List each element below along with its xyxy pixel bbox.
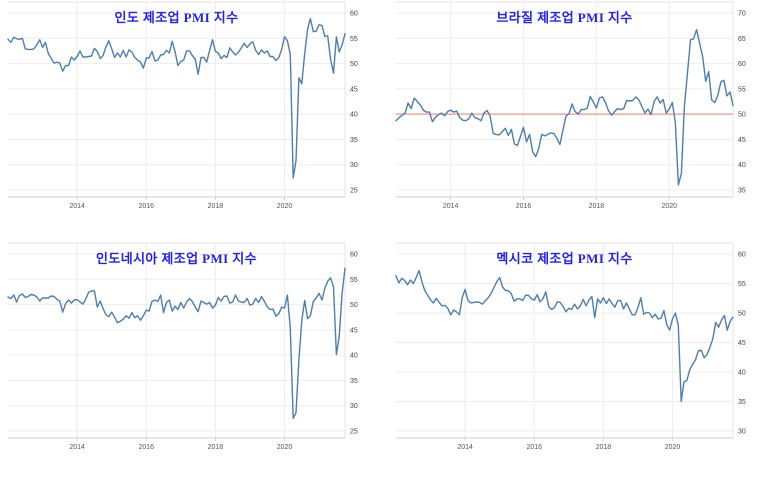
x-tick-label: 2016: [516, 203, 532, 210]
y-tick-label: 45: [350, 327, 358, 334]
y-tick-label: 25: [350, 188, 358, 195]
y-tick-label: 60: [350, 11, 358, 18]
x-tick-label: 2014: [457, 444, 473, 451]
pmi-series-line: [395, 269, 734, 403]
y-tick-label: 50: [350, 302, 358, 309]
y-tick-label: 40: [738, 162, 746, 169]
y-tick-label: 35: [350, 378, 358, 385]
y-tick-label: 45: [738, 137, 746, 144]
x-tick-label: 2016: [138, 444, 154, 451]
x-tick-label: 2018: [208, 444, 224, 451]
chart-title-mexico: 멕시코 제조업 PMI 지수: [496, 251, 633, 266]
y-tick-label: 60: [738, 61, 746, 68]
y-tick-label: 55: [738, 281, 746, 288]
y-tick-label: 35: [738, 399, 746, 406]
y-tick-label: 30: [350, 403, 358, 410]
y-tick-label: 30: [738, 429, 746, 436]
y-tick-label: 40: [738, 370, 746, 377]
chart-panel-mexico: 2014 2016 2018 2020 30 35 40 45 50 55 60 멕시코 제조업 P…: [388, 241, 776, 482]
y-tick-label: 70: [738, 11, 746, 18]
y-tick-label: 45: [350, 86, 358, 93]
mexico-pmi-line-chart: 2014 2016 2018 2020 30 35 40 45 50 55 60: [395, 242, 746, 451]
y-tick-label: 30: [350, 162, 358, 169]
chart-title-india: 인도 제조업 PMI 지수: [114, 10, 239, 25]
x-tick-label: 2014: [69, 203, 85, 210]
pmi-series-line: [7, 17, 346, 179]
y-tick-label: 50: [350, 61, 358, 68]
india-pmi-line-chart: 2014 2016 2018 2020 25 30 35 40 45 50 55 60: [7, 1, 358, 210]
x-tick-label: 2020: [277, 203, 293, 210]
x-tick-label: 2014: [69, 444, 85, 451]
y-tick-label: 65: [738, 36, 746, 43]
chart-panel-indonesia: 2014 2016 2018 2020 25 30 35 40 45 50 55 60 인도네시아 제…: [0, 241, 388, 482]
y-tick-label: 35: [350, 137, 358, 144]
y-tick-label: 25: [350, 429, 358, 436]
y-tick-label: 45: [738, 340, 746, 347]
pmi-series-line: [7, 267, 346, 420]
x-tick-label: 2016: [526, 444, 542, 451]
indonesia-pmi-line-chart: 2014 2016 2018 2020 25 30 35 40 45 50 55 60: [7, 242, 358, 451]
x-tick-label: 2016: [138, 203, 154, 210]
pmi-series-line: [395, 29, 734, 186]
chart-title-brazil: 브라질 제조업 PMI 지수: [496, 10, 633, 25]
y-tick-label: 55: [738, 86, 746, 93]
x-tick-label: 2020: [665, 444, 681, 451]
y-tick-label: 40: [350, 112, 358, 119]
chart-panel-brazil: 2014 2016 2018 2020 35 40 45 50 55 60 65 70 브라질 제조업…: [388, 0, 776, 241]
chart-title-indonesia: 인도네시아 제조업 PMI 지수: [95, 251, 258, 266]
x-tick-label: 2018: [208, 203, 224, 210]
x-tick-label: 2020: [277, 444, 293, 451]
y-tick-label: 40: [350, 353, 358, 360]
brazil-pmi-line-chart: 2014 2016 2018 2020 35 40 45 50 55 60 65 70: [395, 1, 746, 210]
x-tick-label: 2018: [596, 444, 612, 451]
y-tick-label: 50: [738, 311, 746, 318]
x-tick-label: 2020: [661, 203, 677, 210]
y-tick-label: 55: [350, 277, 358, 284]
y-tick-label: 35: [738, 188, 746, 195]
y-tick-label: 55: [350, 36, 358, 43]
y-tick-label: 50: [738, 112, 746, 119]
chart-panel-india: 2014 2016 2018 2020 25 30 35 40 45 50 55 60 인도 제조업 …: [0, 0, 388, 241]
x-tick-label: 2014: [443, 203, 459, 210]
y-tick-label: 60: [738, 252, 746, 259]
x-tick-label: 2018: [589, 203, 605, 210]
y-tick-label: 60: [350, 252, 358, 259]
